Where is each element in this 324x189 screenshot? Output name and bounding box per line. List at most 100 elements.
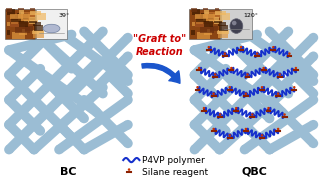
Circle shape: [54, 89, 64, 98]
Circle shape: [240, 27, 249, 36]
Circle shape: [277, 83, 287, 92]
Circle shape: [265, 145, 274, 154]
Bar: [36, 9, 67, 39]
Circle shape: [4, 45, 14, 55]
Polygon shape: [191, 96, 229, 134]
Polygon shape: [254, 28, 292, 66]
Polygon shape: [81, 96, 131, 147]
Circle shape: [252, 58, 262, 67]
Bar: [221, 9, 252, 39]
FancyBboxPatch shape: [32, 30, 44, 34]
Polygon shape: [191, 121, 223, 153]
Polygon shape: [68, 34, 131, 97]
Polygon shape: [279, 53, 317, 91]
FancyBboxPatch shape: [19, 10, 24, 14]
Circle shape: [308, 76, 318, 86]
Circle shape: [308, 89, 318, 98]
Circle shape: [190, 145, 199, 154]
Circle shape: [219, 113, 221, 116]
Circle shape: [4, 95, 14, 105]
FancyBboxPatch shape: [18, 8, 24, 10]
FancyBboxPatch shape: [196, 20, 203, 24]
Circle shape: [35, 126, 45, 136]
FancyBboxPatch shape: [218, 22, 226, 26]
Circle shape: [277, 108, 287, 117]
Circle shape: [252, 58, 262, 67]
FancyBboxPatch shape: [210, 26, 218, 31]
FancyBboxPatch shape: [11, 18, 21, 22]
Bar: [190, 9, 220, 39]
Circle shape: [29, 145, 39, 154]
FancyBboxPatch shape: [203, 21, 213, 27]
Circle shape: [256, 52, 259, 55]
FancyBboxPatch shape: [218, 31, 228, 38]
Circle shape: [221, 126, 231, 136]
FancyBboxPatch shape: [195, 24, 210, 27]
FancyBboxPatch shape: [25, 26, 33, 31]
Circle shape: [279, 73, 281, 76]
Polygon shape: [254, 34, 317, 97]
Circle shape: [215, 145, 224, 154]
Circle shape: [29, 64, 39, 74]
Circle shape: [308, 51, 318, 61]
FancyBboxPatch shape: [10, 24, 25, 27]
Polygon shape: [56, 96, 131, 153]
FancyBboxPatch shape: [204, 10, 209, 14]
Circle shape: [213, 128, 215, 130]
Circle shape: [265, 27, 274, 36]
Circle shape: [92, 58, 101, 67]
FancyBboxPatch shape: [191, 30, 195, 35]
Circle shape: [308, 95, 318, 105]
Circle shape: [295, 67, 297, 69]
Polygon shape: [193, 30, 258, 55]
Circle shape: [251, 113, 254, 116]
Text: BC: BC: [60, 167, 77, 177]
Circle shape: [48, 27, 58, 36]
Polygon shape: [242, 28, 316, 85]
Polygon shape: [6, 46, 99, 116]
Polygon shape: [82, 121, 130, 154]
Circle shape: [123, 33, 133, 42]
Circle shape: [215, 27, 224, 36]
Circle shape: [79, 95, 89, 105]
Text: Silane reagent: Silane reagent: [142, 168, 208, 177]
FancyBboxPatch shape: [200, 15, 208, 19]
Circle shape: [230, 67, 233, 69]
Polygon shape: [216, 65, 248, 97]
FancyBboxPatch shape: [17, 13, 28, 19]
Circle shape: [190, 120, 199, 129]
FancyBboxPatch shape: [196, 18, 206, 22]
Circle shape: [308, 139, 318, 148]
Polygon shape: [6, 121, 38, 153]
Text: 120°: 120°: [243, 13, 258, 18]
Circle shape: [98, 27, 108, 36]
FancyBboxPatch shape: [19, 21, 28, 27]
Circle shape: [4, 120, 14, 129]
FancyBboxPatch shape: [15, 15, 23, 19]
Text: P4VP polymer: P4VP polymer: [142, 156, 205, 165]
Circle shape: [252, 89, 262, 98]
Circle shape: [246, 73, 249, 76]
Circle shape: [67, 58, 76, 67]
Circle shape: [98, 89, 108, 98]
Circle shape: [79, 27, 89, 36]
Circle shape: [277, 92, 279, 95]
FancyBboxPatch shape: [202, 13, 213, 19]
Circle shape: [4, 145, 14, 154]
Polygon shape: [291, 72, 317, 97]
Circle shape: [190, 45, 199, 55]
Circle shape: [67, 89, 76, 98]
Text: "Graft to"
Reaction: "Graft to" Reaction: [133, 34, 186, 57]
FancyBboxPatch shape: [33, 31, 43, 38]
FancyBboxPatch shape: [11, 20, 18, 24]
Circle shape: [284, 83, 293, 92]
FancyBboxPatch shape: [15, 27, 29, 33]
Polygon shape: [267, 121, 316, 154]
Circle shape: [92, 83, 101, 92]
Circle shape: [190, 95, 199, 105]
Circle shape: [54, 120, 64, 129]
Polygon shape: [216, 28, 260, 72]
Circle shape: [123, 139, 133, 148]
Circle shape: [284, 27, 293, 36]
Circle shape: [308, 120, 318, 129]
